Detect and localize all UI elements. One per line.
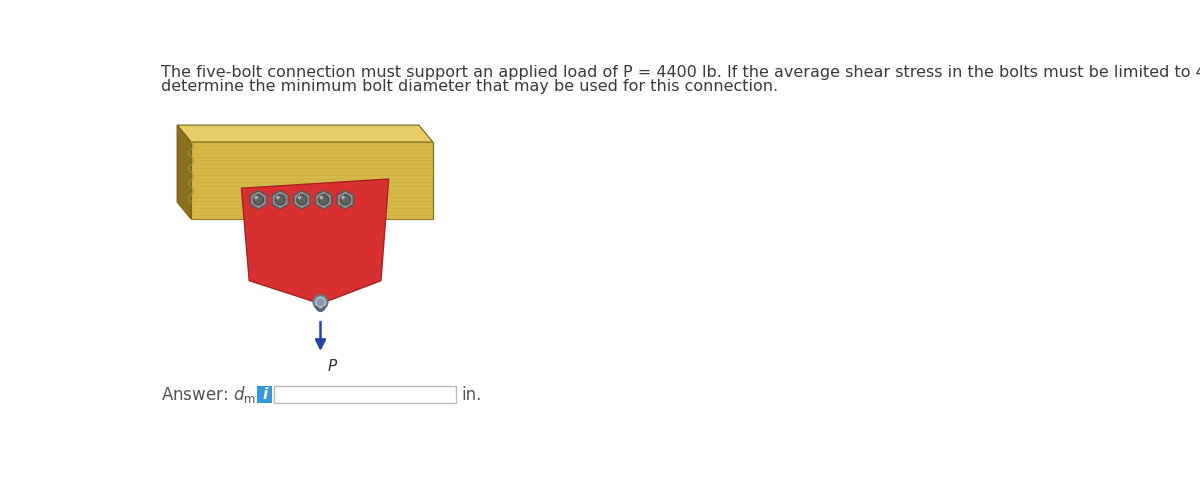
Polygon shape (337, 191, 353, 209)
Circle shape (298, 196, 301, 199)
Circle shape (313, 295, 328, 309)
Circle shape (254, 196, 258, 199)
Text: $P$: $P$ (328, 358, 338, 374)
Text: determine the minimum bolt diameter that may be used for this connection.: determine the minimum bolt diameter that… (161, 79, 778, 94)
Polygon shape (251, 191, 266, 209)
Text: in.: in. (462, 386, 482, 403)
Circle shape (319, 196, 323, 199)
FancyBboxPatch shape (257, 386, 272, 403)
Polygon shape (178, 125, 191, 219)
Polygon shape (316, 191, 331, 209)
Text: i: i (262, 387, 268, 402)
Circle shape (276, 196, 280, 199)
Circle shape (296, 195, 307, 205)
FancyBboxPatch shape (274, 386, 456, 403)
Polygon shape (191, 142, 433, 219)
Circle shape (318, 195, 329, 205)
Text: The five-bolt connection must support an applied load of P = 4400 lb. If the ave: The five-bolt connection must support an… (161, 65, 1200, 80)
Polygon shape (294, 191, 310, 209)
Circle shape (253, 195, 264, 205)
Polygon shape (241, 179, 389, 304)
Circle shape (341, 196, 344, 199)
Circle shape (317, 298, 324, 306)
Circle shape (340, 195, 350, 205)
Text: Answer: $d_{\mathrm{min}}$ =: Answer: $d_{\mathrm{min}}$ = (161, 384, 286, 405)
Polygon shape (178, 125, 433, 142)
Circle shape (275, 195, 286, 205)
Polygon shape (272, 191, 288, 209)
